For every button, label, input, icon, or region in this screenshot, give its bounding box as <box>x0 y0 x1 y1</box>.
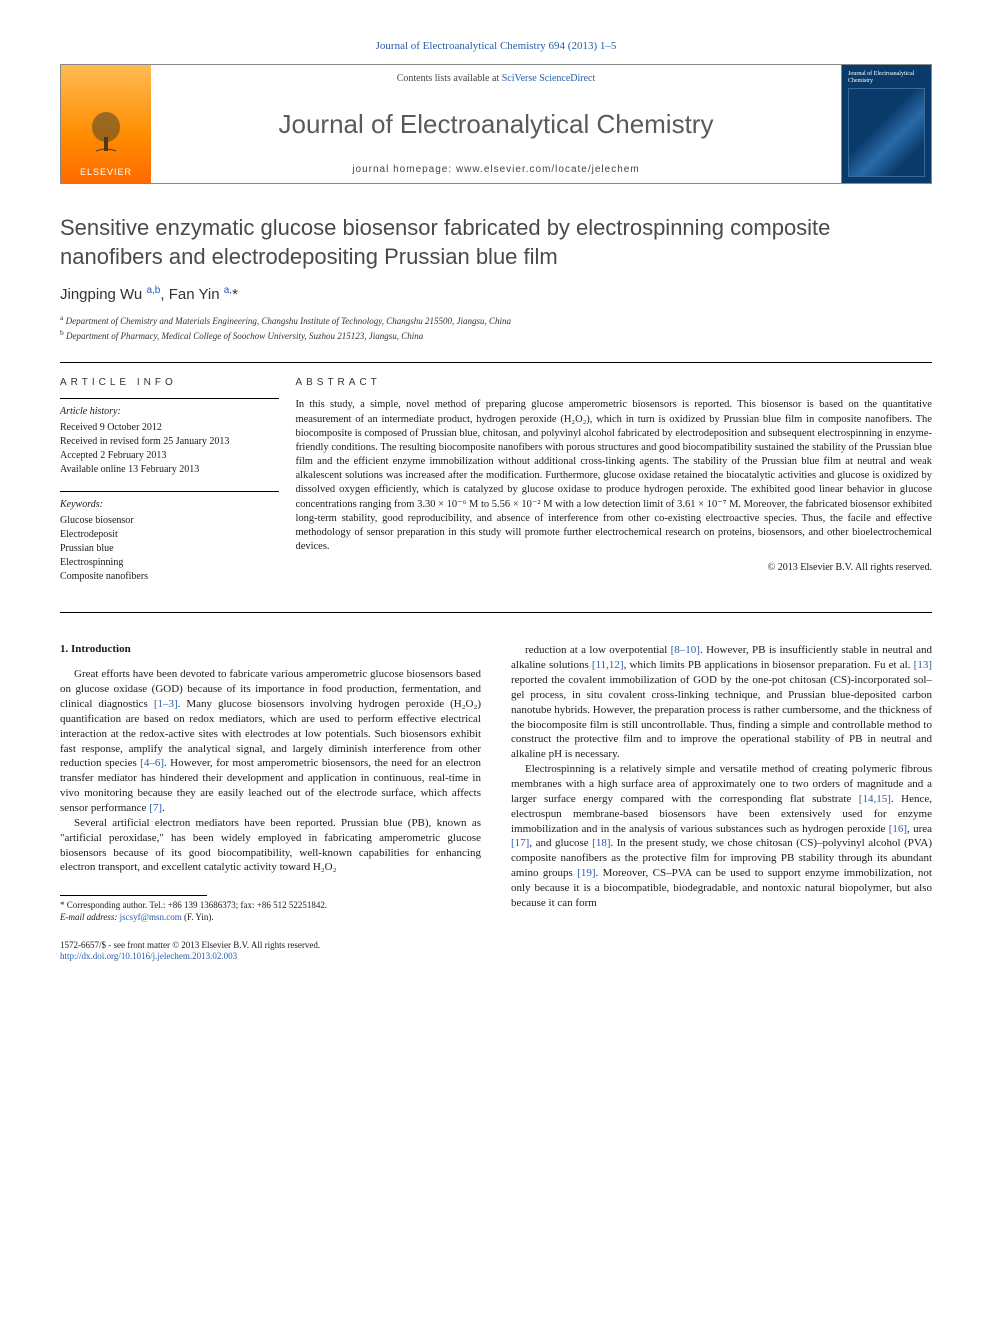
citation-link[interactable]: [16] <box>889 823 907 835</box>
journal-title: Journal of Electroanalytical Chemistry <box>171 109 821 140</box>
body-paragraph: Electrospinning is a relatively simple a… <box>511 762 932 910</box>
abstract-text: In this study, a simple, novel method of… <box>295 398 932 554</box>
article-info-heading: ARTICLE INFO <box>60 377 279 388</box>
citation-link[interactable]: [18] <box>592 837 610 849</box>
history-line: Available online 13 February 2013 <box>60 463 279 477</box>
keywords-label: Keywords: <box>60 498 279 512</box>
abstract-copyright: © 2013 Elsevier B.V. All rights reserved… <box>295 562 932 573</box>
article-history-label: Article history: <box>60 405 279 419</box>
body-column-left: 1. Introduction Great efforts have been … <box>60 643 481 963</box>
history-line: Received in revised form 25 January 2013 <box>60 435 279 449</box>
running-head-citation: Journal of Electroanalytical Chemistry 6… <box>60 40 932 52</box>
footnote-separator <box>60 895 207 896</box>
citation-link[interactable]: [13] <box>914 659 932 671</box>
homepage-prefix: journal homepage: <box>352 164 456 175</box>
citation-link[interactable]: [7] <box>149 802 162 814</box>
journal-header: ELSEVIER Contents lists available at Sci… <box>60 64 932 184</box>
keyword-item: Electrodeposit <box>60 528 279 542</box>
citation-link[interactable]: [11,12] <box>592 659 624 671</box>
email-suffix: (F. Yin). <box>184 912 214 922</box>
journal-homepage-line: journal homepage: www.elsevier.com/locat… <box>171 164 821 175</box>
affiliation-line: b Department of Pharmacy, Medical Colleg… <box>60 328 932 343</box>
homepage-url[interactable]: www.elsevier.com/locate/jelechem <box>456 164 640 175</box>
issn-doi-block: 1572-6657/$ - see front matter © 2013 El… <box>60 940 481 963</box>
publisher-logo: ELSEVIER <box>61 65 151 183</box>
email-label: E-mail address: <box>60 912 117 922</box>
body-paragraph: reduction at a low overpotential [8–10].… <box>511 643 932 762</box>
publisher-name: ELSEVIER <box>80 167 132 177</box>
body-paragraph: Great efforts have been devoted to fabri… <box>60 667 481 815</box>
citation-link[interactable]: [19] <box>577 867 595 879</box>
corr-email-link[interactable]: jscsyf@msn.com <box>120 912 182 922</box>
abstract-heading: ABSTRACT <box>295 377 932 388</box>
contents-prefix: Contents lists available at <box>397 73 502 84</box>
cover-label: Journal of Electroanalytical Chemistry <box>848 71 925 84</box>
citation-link[interactable]: [4–6] <box>140 757 164 769</box>
contents-available-line: Contents lists available at SciVerse Sci… <box>171 73 821 84</box>
affiliation-line: a Department of Chemistry and Materials … <box>60 313 932 328</box>
sciencedirect-link[interactable]: SciVerse ScienceDirect <box>502 73 596 84</box>
doi-link[interactable]: http://dx.doi.org/10.1016/j.jelechem.201… <box>60 951 237 961</box>
keyword-item: Glucose biosensor <box>60 514 279 528</box>
history-line: Received 9 October 2012 <box>60 421 279 435</box>
keyword-item: Electrospinning <box>60 556 279 570</box>
issn-line: 1572-6657/$ - see front matter © 2013 El… <box>60 940 481 952</box>
keywords-block: Keywords: Glucose biosensorElectrodeposi… <box>60 491 279 584</box>
article-history-block: Article history: Received 9 October 2012… <box>60 398 279 477</box>
body-text: 1. Introduction Great efforts have been … <box>60 643 932 963</box>
cover-art-icon <box>848 88 925 177</box>
citation-link[interactable]: [14,15] <box>859 793 891 805</box>
citation-link[interactable]: [17] <box>511 837 529 849</box>
corresponding-author-footnote: * Corresponding author. Tel.: +86 139 13… <box>60 900 481 923</box>
history-line: Accepted 2 February 2013 <box>60 449 279 463</box>
body-paragraph: Several artificial electron mediators ha… <box>60 816 481 875</box>
citation-link[interactable]: [8–10] <box>671 644 700 656</box>
authors-line: Jingping Wu a,b, Fan Yin a,* <box>60 285 932 303</box>
body-column-right: reduction at a low overpotential [8–10].… <box>511 643 932 963</box>
article-title: Sensitive enzymatic glucose biosensor fa… <box>60 214 932 271</box>
citation-link[interactable]: [1–3] <box>154 698 178 710</box>
corr-author-line: * Corresponding author. Tel.: +86 139 13… <box>60 900 481 912</box>
affiliations: a Department of Chemistry and Materials … <box>60 313 932 342</box>
journal-cover-thumbnail: Journal of Electroanalytical Chemistry <box>841 65 931 183</box>
keyword-item: Prussian blue <box>60 542 279 556</box>
keyword-item: Composite nanofibers <box>60 570 279 584</box>
section-heading-introduction: 1. Introduction <box>60 643 481 655</box>
elsevier-tree-icon <box>81 109 131 159</box>
